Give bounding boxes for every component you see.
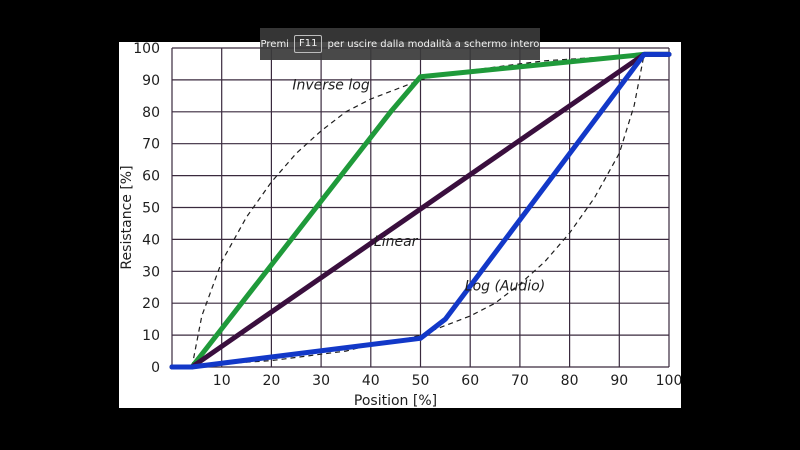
log-audio-annotation: Log (Audio) xyxy=(465,278,545,294)
y-tick-label: 70 xyxy=(142,137,160,153)
y-tick-label: 0 xyxy=(151,360,160,376)
y-tick-label: 90 xyxy=(142,73,160,89)
y-axis-title: Resistance [%] xyxy=(119,165,135,269)
y-tick-label: 20 xyxy=(142,296,160,312)
x-tick-label: 90 xyxy=(610,373,628,389)
y-tick-label: 80 xyxy=(142,105,160,121)
x-tick-label: 100 xyxy=(656,373,681,389)
y-tick-label: 40 xyxy=(142,232,160,248)
x-tick-label: 60 xyxy=(461,373,479,389)
x-tick-label: 80 xyxy=(561,373,579,389)
x-tick-label: 30 xyxy=(312,373,330,389)
fullscreen-exit-banner: Premi F11 per uscire dalla modalità a sc… xyxy=(260,28,540,60)
y-tick-label: 30 xyxy=(142,264,160,280)
y-tick-label: 100 xyxy=(133,42,160,57)
x-tick-label: 40 xyxy=(362,373,380,389)
chart-image: 10 20 30 40 50 60 70 80 90 100 0 10 20 30 40 50 60 70 80 90… xyxy=(119,42,681,408)
y-tick-label: 10 xyxy=(142,328,160,344)
banner-suffix: per uscire dalla modalità a schermo inte… xyxy=(327,38,540,50)
x-tick-label: 50 xyxy=(412,373,430,389)
y-tick-label: 60 xyxy=(142,169,160,185)
x-tick-label: 10 xyxy=(213,373,231,389)
banner-prefix: Premi xyxy=(260,38,289,50)
linear-annotation: Linear xyxy=(374,234,419,250)
chart: 10 20 30 40 50 60 70 80 90 100 0 10 20 30 40 50 60 70 80 90… xyxy=(119,42,681,408)
f11-key-hint: F11 xyxy=(293,35,323,53)
x-tick-label: 20 xyxy=(262,373,280,389)
log-audio-series-line xyxy=(169,51,672,370)
y-tick-label: 50 xyxy=(142,201,160,217)
inverse-log-annotation: Inverse log xyxy=(292,77,369,93)
x-tick-label: 70 xyxy=(511,373,529,389)
x-axis-title: Position [%] xyxy=(354,393,437,408)
inverse-log-ideal-dashed-curve xyxy=(191,53,645,368)
